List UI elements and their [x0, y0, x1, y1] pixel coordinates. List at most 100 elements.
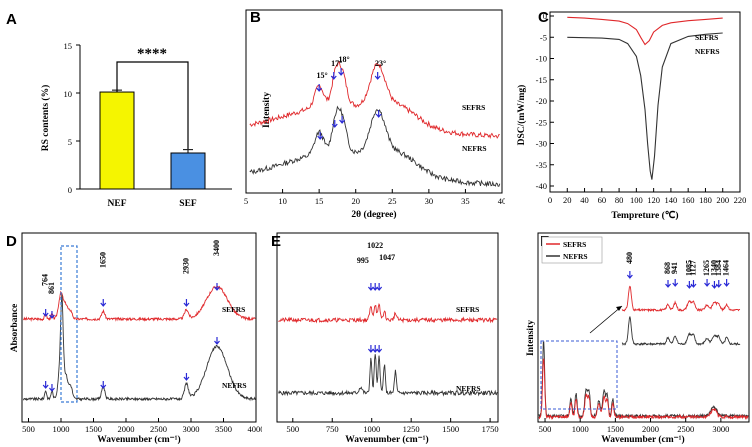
peak-label: 3400	[212, 240, 221, 256]
xtick-label: 3000	[183, 424, 200, 434]
inset-peak-arrow	[626, 271, 633, 279]
peak-arrow	[331, 120, 338, 128]
xtick-label: 220	[734, 195, 747, 205]
xtick-label: 1750	[482, 424, 499, 434]
inset-peak-label: 1085	[684, 260, 693, 276]
xtick-label: 2500	[150, 424, 167, 434]
ytick-label: 15	[64, 41, 73, 51]
peak-arrow	[49, 311, 55, 319]
peak-arrow	[214, 337, 220, 345]
zoom-region-box	[540, 340, 618, 410]
panel-label-b: B	[250, 9, 261, 26]
panel-d-xticks: 500 1000 1500 2000 2500 3000 3500 4000	[22, 418, 262, 434]
zoom-arrowhead	[616, 306, 622, 311]
xtick-label: 10	[278, 196, 287, 206]
xtick-label: 2000	[118, 424, 135, 434]
significance-bracket	[116, 61, 189, 149]
panel-f-xticks: 500 1000 1500 2000 2500 3000	[539, 418, 729, 434]
peak-arrow	[100, 381, 107, 389]
peak-arrow	[376, 283, 383, 291]
panel-f-xlabel: Wavenumber (cm⁻¹)	[601, 434, 684, 445]
panel-d-ylabel: Absorbance	[10, 304, 20, 353]
xtick-label: 1000	[53, 424, 70, 434]
xtick-label: 500	[22, 424, 35, 434]
peak-label: 764	[41, 274, 50, 286]
inset-peak-arrow	[704, 279, 711, 287]
inset-peak-label: 941	[670, 262, 679, 274]
inset-peak-label: 480	[625, 252, 634, 264]
peak-arrow	[49, 384, 55, 392]
peak-arrow	[183, 299, 190, 307]
panel-e-xticks: 500 750 1000 1250 1500 1750	[286, 418, 499, 434]
inset-peak-arrow	[715, 280, 722, 288]
ytick-label: -15	[536, 75, 547, 85]
ytick-label: -5	[540, 32, 547, 42]
panel-c-frame	[549, 11, 741, 193]
series-label-nefrs: NEFRS	[462, 144, 487, 153]
legend-label-nefrs: NEFRS	[563, 252, 588, 261]
dsc-curve-sefrs	[567, 16, 723, 46]
peak-arrow	[338, 68, 345, 76]
peak-arrow	[42, 309, 49, 317]
highlight-box	[60, 245, 78, 403]
xtick-label: 0	[548, 195, 552, 205]
xtick-label: 40	[498, 196, 505, 206]
peak-arrow	[100, 299, 107, 307]
inset-peak-arrow	[665, 280, 671, 288]
panel-c-xlabel: Tempreture (℃)	[611, 210, 678, 221]
panel-e-frame	[276, 232, 499, 423]
bar-nef	[99, 91, 135, 190]
sefrs-ftir-zoom-curve	[278, 302, 498, 324]
panel-a: A RS contents (%) 0 5 10 15 **** NEF SEF	[6, 11, 232, 209]
ytick-label: -40	[536, 181, 547, 191]
panel-c-curves	[567, 16, 723, 180]
inset-peak-label: 1384	[714, 260, 723, 276]
category-label-nef: NEF	[108, 199, 127, 209]
peak-arrow	[372, 345, 379, 353]
panel-f-curves	[538, 341, 749, 421]
inset-peak-arrow	[723, 279, 730, 287]
panel-f-ylabel: Intensity	[526, 320, 536, 356]
xtick-label: 160	[682, 195, 695, 205]
inset-peak-arrow	[672, 279, 679, 287]
xtick-label: 35	[461, 196, 470, 206]
panel-f-frame	[537, 232, 750, 423]
xtick-label: 120	[647, 195, 660, 205]
xtick-label: 1500	[85, 424, 102, 434]
peak-arrow	[367, 283, 374, 291]
peak-label: 995	[357, 256, 369, 265]
significance-stars: ****	[137, 46, 167, 62]
inset-peak-arrow	[690, 280, 697, 288]
xtick-label: 1000	[572, 424, 589, 434]
series-label-sefrs-c: SEFRS	[695, 33, 718, 42]
peak-arrow	[376, 345, 383, 353]
ytick-label: -20	[536, 96, 547, 106]
inset-nefrs-curve	[621, 316, 741, 346]
ytick-label: -30	[536, 139, 547, 149]
series-label-sefrs: SEFRS	[462, 103, 485, 112]
xtick-label: 40	[580, 195, 589, 205]
series-label-nefrs-d: NEFRS	[222, 381, 247, 390]
panel-c-ticks: 0-5-10-15-20-25-30-35-400 20 40 60 80 100 120 1…	[536, 11, 747, 205]
inset-sefrs-curve	[621, 285, 741, 313]
xtick-label: 3000	[712, 424, 729, 434]
peak-arrow	[316, 84, 323, 92]
inset-peak-arrow	[686, 281, 693, 289]
xtick-label: 5	[244, 196, 248, 206]
ytick-label: 0	[543, 11, 547, 21]
zoom-arrow	[589, 305, 623, 334]
panel-d-xlabel: Wavenumber (cm⁻¹)	[97, 434, 180, 445]
panel-b-xlabel: 2θ (degree)	[351, 209, 396, 220]
inset-peak-label: 1340	[709, 260, 718, 276]
panel-b-xticks: 5 10 15 20 25 30 35 40	[244, 189, 505, 206]
nefrs-ftir-curve	[22, 294, 256, 402]
series-label-sefrs-e: SEFRS	[456, 305, 479, 314]
peak-arrow	[375, 110, 382, 118]
sefrs-ftir-curve	[23, 285, 256, 322]
xtick-label: 100	[630, 195, 643, 205]
sefrs-xrd-curve	[249, 61, 500, 140]
xtick-label: 500	[539, 424, 552, 434]
peak-label: 1022	[367, 241, 383, 250]
